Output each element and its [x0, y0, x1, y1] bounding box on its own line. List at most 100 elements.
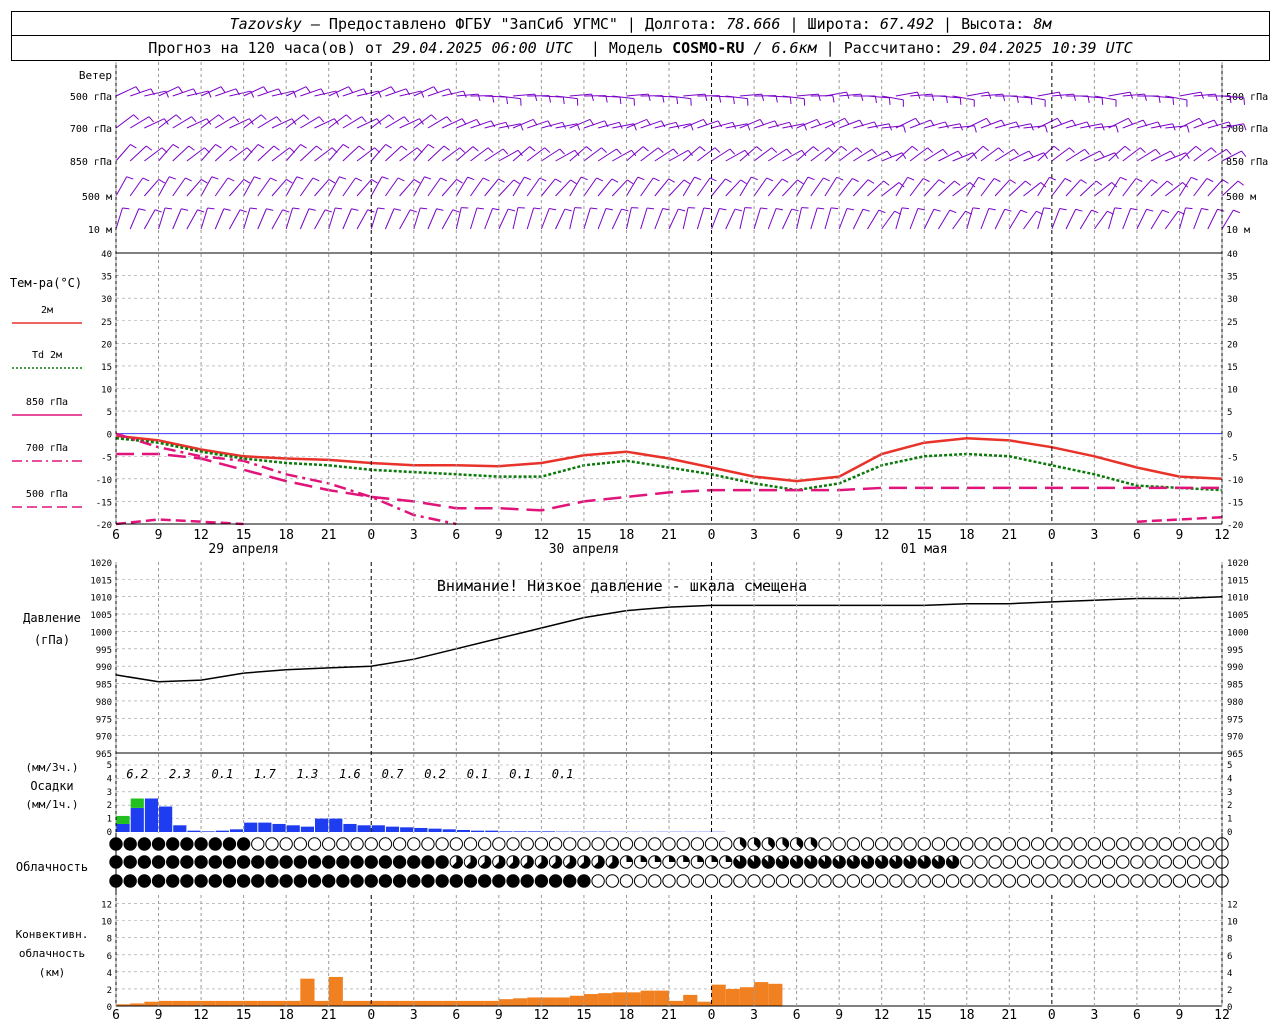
wind-barb-feather	[1201, 207, 1209, 211]
cloud-cover-fill	[209, 837, 222, 851]
cloud-cover-fill	[776, 855, 789, 869]
convective-bar	[484, 1000, 499, 1006]
wind-barb-feather	[482, 177, 490, 182]
cloud-cover-circle	[832, 874, 846, 888]
wind-barb	[895, 177, 908, 197]
wind-barb	[413, 114, 432, 129]
wind-barb-feather	[734, 208, 742, 212]
cloud-cover-fill	[551, 855, 562, 869]
cloud-cover-fill	[607, 855, 619, 869]
cloud-cover-circle	[421, 837, 435, 851]
wind-barb-feather	[169, 176, 176, 180]
wind-barb-feather	[903, 125, 906, 133]
wind-barb-feather	[148, 116, 154, 123]
wind-barb	[441, 147, 460, 162]
x-tick-label-upper: 15	[576, 528, 592, 543]
cloud-cover-circle	[378, 837, 393, 851]
legend-label: 500 гПа	[26, 489, 68, 500]
convective-bar	[186, 1000, 202, 1006]
wind-barb	[938, 180, 955, 197]
wind-barb	[1207, 209, 1218, 230]
cloud-cover-circle	[1186, 837, 1201, 851]
wind-barb	[1008, 209, 1022, 230]
rain-bar	[229, 829, 244, 832]
wind-barb-feather	[959, 97, 962, 105]
wind-barb	[1080, 123, 1102, 129]
wind-barb	[1151, 95, 1174, 99]
wind-barb-feather	[397, 177, 405, 182]
cloud-cover-fill	[683, 855, 690, 862]
wind-barb	[980, 208, 990, 230]
rain-bar	[385, 826, 400, 832]
cloud-cover-fill	[209, 855, 222, 869]
x-tick-label-upper: 3	[410, 528, 418, 543]
wind-barb	[1122, 93, 1145, 97]
rain-bar	[343, 823, 357, 832]
wind-barb	[853, 121, 875, 129]
cloud-cover-circle	[619, 874, 634, 888]
wind-barb-feather	[1044, 125, 1048, 133]
wind-barb-feather	[616, 148, 622, 155]
convective-bar	[569, 995, 584, 1006]
rain-bar	[357, 825, 371, 832]
wind-barb-feather	[744, 150, 750, 157]
legend-label: 700 гПа	[26, 443, 68, 454]
wind-barb-feather	[1243, 97, 1245, 105]
model-label: | Модель	[572, 39, 673, 57]
cloud-cover-fill	[804, 855, 817, 869]
wind-barb	[285, 144, 301, 162]
wind-barb-feather	[657, 147, 664, 153]
cloud-cover-fill	[180, 855, 194, 869]
wind-barb	[299, 208, 310, 230]
cloud-cover-fill	[932, 855, 945, 869]
wind-barb	[668, 179, 685, 197]
wind-barb-feather	[145, 145, 153, 151]
wind-barb	[370, 176, 383, 197]
x-tick-label-lower: 15	[576, 1008, 592, 1023]
wind-barb-feather	[390, 86, 396, 93]
wind-barb-feather	[653, 177, 660, 182]
wind-barb-feather	[355, 177, 363, 182]
wind-barb	[1094, 152, 1115, 162]
wind-barb-feather	[944, 121, 949, 129]
cloud-cover-circle	[889, 874, 903, 888]
cloud-cover-fill	[565, 855, 576, 869]
wind-barb	[640, 207, 648, 230]
provider-text: — Предоставлено ФГБУ "ЗапСиб УГМС" |	[301, 14, 645, 33]
snow-bar	[116, 815, 130, 824]
cloud-cover-fill	[350, 855, 364, 869]
wind-barb	[158, 114, 177, 129]
wind-barb	[526, 177, 541, 197]
wind-barb	[781, 208, 793, 230]
wind-barb-feather	[191, 116, 197, 123]
wind-barb-feather	[862, 208, 870, 212]
cloud-cover-circle	[1201, 855, 1215, 869]
wind-barb-feather	[781, 178, 789, 183]
wind-barb	[1221, 95, 1244, 99]
conv-y-tick-left: 4	[107, 969, 112, 979]
wind-barb	[484, 121, 507, 129]
cloud-cover-fill	[294, 874, 307, 888]
wind-barb-feather	[506, 97, 508, 105]
wind-barb	[243, 176, 255, 197]
wind-barb	[1023, 210, 1037, 230]
cloud-cover-circle	[1172, 874, 1187, 888]
altitude-value: 8м	[1033, 14, 1052, 33]
precip-y-tick-right: 4	[1227, 774, 1232, 784]
cloud-cover-circle	[818, 874, 832, 888]
wind-level-label-left: 10 м	[88, 225, 112, 236]
wind-barb	[186, 147, 205, 162]
wind-barb-feather	[446, 116, 452, 123]
pressure-y-tick-right: 1000	[1227, 628, 1249, 638]
wind-barb-feather	[207, 207, 215, 210]
conv-y-tick-right: 0	[1227, 1003, 1232, 1013]
cloud-cover-circle	[1016, 855, 1031, 869]
wind-barb	[413, 207, 421, 230]
wind-barb	[867, 150, 888, 162]
wind-barb-feather	[830, 207, 839, 210]
cloud-cover-fill	[889, 855, 903, 869]
convective-bar	[640, 990, 655, 1006]
wind-barb-feather	[590, 207, 598, 210]
wind-barb-feather	[342, 143, 350, 149]
rain-bar	[513, 831, 527, 832]
